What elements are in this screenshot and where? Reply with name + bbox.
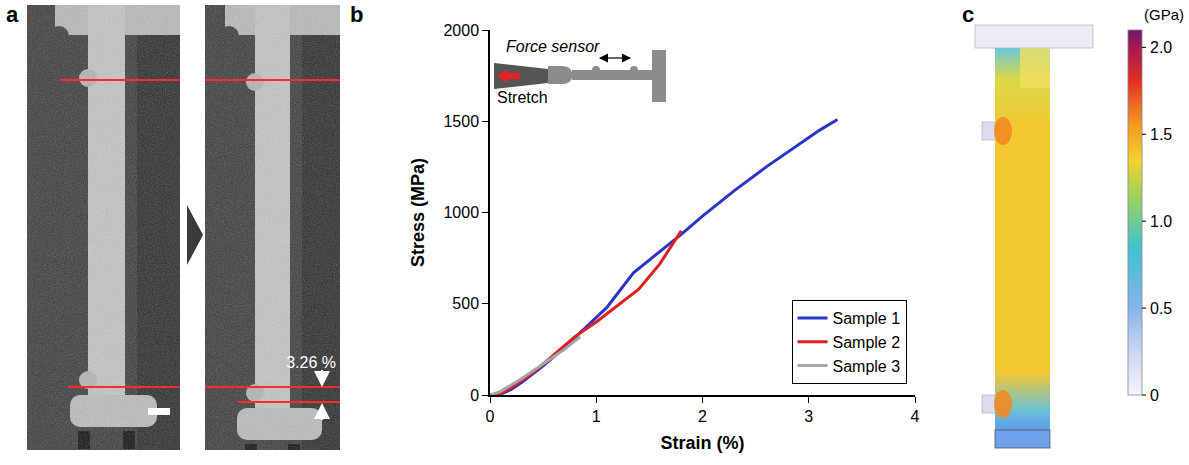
- svg-text:Sample 1: Sample 1: [833, 310, 901, 327]
- svg-text:Stretch: Stretch: [497, 89, 548, 106]
- svg-text:1500: 1500: [443, 113, 479, 130]
- svg-text:0.5: 0.5: [1150, 300, 1172, 317]
- svg-text:3: 3: [804, 408, 813, 425]
- svg-text:2: 2: [698, 408, 707, 425]
- svg-text:1: 1: [592, 408, 601, 425]
- svg-text:Sample 3: Sample 3: [833, 358, 901, 375]
- svg-text:c: c: [962, 2, 974, 27]
- svg-text:1.0: 1.0: [1150, 213, 1172, 230]
- svg-text:4: 4: [911, 408, 920, 425]
- svg-text:500: 500: [452, 295, 479, 312]
- svg-text:0: 0: [470, 387, 479, 404]
- svg-text:1000: 1000: [443, 204, 479, 221]
- svg-text:0: 0: [486, 408, 495, 425]
- svg-text:2000: 2000: [443, 22, 479, 39]
- svg-text:Stress (MPa): Stress (MPa): [408, 158, 428, 267]
- svg-text:2.0: 2.0: [1150, 39, 1172, 56]
- svg-text:a: a: [6, 2, 19, 27]
- svg-text:Sample 2: Sample 2: [833, 334, 901, 351]
- svg-text:3.26 %: 3.26 %: [286, 354, 336, 371]
- svg-text:1.5: 1.5: [1150, 126, 1172, 143]
- svg-text:Force sensor: Force sensor: [506, 38, 600, 55]
- svg-text:Strain (%): Strain (%): [660, 433, 744, 453]
- svg-text:b: b: [350, 2, 363, 27]
- svg-text:0: 0: [1150, 387, 1159, 404]
- svg-text:(GPa): (GPa): [1144, 6, 1184, 23]
